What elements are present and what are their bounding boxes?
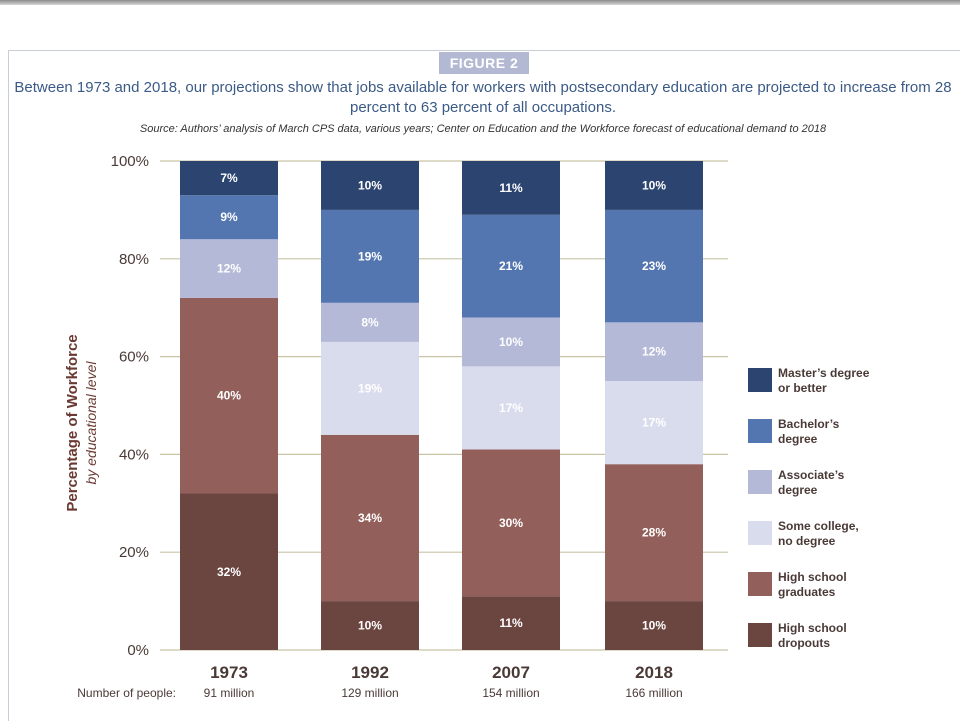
figure-source: Source: Authors’ analysis of March CPS d… (139, 123, 827, 135)
bar-segment (180, 239, 278, 298)
legend-item: High school graduates (748, 570, 948, 606)
people-count: 129 million (341, 686, 398, 700)
data-label: 34% (358, 511, 382, 525)
y-tick-label: 40% (119, 446, 149, 463)
data-label: 12% (217, 262, 241, 276)
data-label: 21% (499, 259, 523, 273)
legend-swatch (748, 470, 772, 494)
legend-swatch (748, 368, 772, 392)
bar-segment (605, 209, 703, 323)
legend-swatch (748, 419, 772, 443)
legend-item: Bachelor’s degree (748, 417, 948, 453)
x-tick-label: 2018 (635, 663, 673, 682)
legend-label: Some college, no degree (778, 519, 859, 548)
bar-segment (462, 449, 560, 597)
bar-segment (180, 195, 278, 240)
legend-item: Master’s degree or better (748, 366, 948, 402)
data-label: 10% (358, 619, 382, 633)
people-label: Number of people: (77, 686, 176, 700)
bar-segment (462, 366, 560, 450)
top-border (0, 0, 960, 5)
data-label: 23% (642, 259, 666, 273)
legend-item: High school dropouts (748, 621, 948, 657)
data-label: 32% (217, 565, 241, 579)
bar-segment (605, 322, 703, 382)
data-label: 11% (499, 616, 523, 630)
bar-segment (605, 601, 703, 650)
y-tick-label: 80% (119, 251, 149, 268)
data-label: 11% (499, 181, 523, 195)
y-tick-label: 100% (111, 153, 149, 170)
bar-segment (605, 161, 703, 210)
bar-segment (321, 341, 419, 435)
y-tick-label: 20% (119, 544, 149, 561)
bar-segment (605, 464, 703, 602)
legend-item: Associate’s degree (748, 468, 948, 504)
data-label: 40% (217, 389, 241, 403)
data-label: 10% (642, 178, 666, 192)
bar-segment (321, 302, 419, 342)
bar-segment (605, 381, 703, 465)
legend-label: High school dropouts (778, 621, 847, 650)
bar-segment (462, 596, 560, 650)
legend-label: Associate’s degree (778, 468, 845, 497)
bar-segment (321, 434, 419, 602)
data-label: 28% (642, 526, 666, 540)
x-tick-label: 1992 (351, 663, 389, 682)
y-tick-label: 60% (119, 349, 149, 366)
data-label: 10% (358, 178, 382, 192)
data-label: 17% (642, 416, 666, 430)
figure-headline: Between 1973 and 2018, our projections s… (14, 79, 952, 116)
data-label: 19% (358, 381, 382, 395)
data-label: 7% (220, 171, 238, 185)
data-label: 12% (642, 345, 666, 359)
legend-label: Bachelor’s degree (778, 417, 840, 446)
data-label: 19% (358, 249, 382, 263)
bar-segment (180, 493, 278, 650)
people-count: 91 million (204, 686, 255, 700)
data-label: 9% (220, 210, 238, 224)
bar-segment (321, 209, 419, 303)
legend-label: Master’s degree or better (778, 366, 870, 395)
legend-label: High school graduates (778, 570, 847, 599)
bar-segment (462, 317, 560, 367)
bar-segment (321, 161, 419, 210)
bar-segment (462, 214, 560, 318)
x-tick-label: 2007 (492, 663, 530, 682)
data-label: 8% (361, 315, 379, 329)
data-label: 10% (499, 335, 523, 349)
bar-segment (180, 297, 278, 494)
bar-segment (462, 161, 560, 215)
legend-swatch (748, 521, 772, 545)
figure-label: FIGURE 2 (439, 52, 529, 74)
bar-segment (321, 601, 419, 650)
legend-swatch (748, 572, 772, 596)
people-count: 154 million (482, 686, 539, 700)
people-count: 166 million (625, 686, 682, 700)
x-tick-label: 1973 (210, 663, 248, 682)
y-tick-label: 0% (127, 642, 149, 659)
legend-swatch (748, 623, 772, 647)
data-label: 30% (499, 516, 523, 530)
legend-item: Some college, no degree (748, 519, 948, 555)
bar-segment (180, 161, 278, 196)
data-label: 10% (642, 619, 666, 633)
data-label: 17% (499, 401, 523, 415)
